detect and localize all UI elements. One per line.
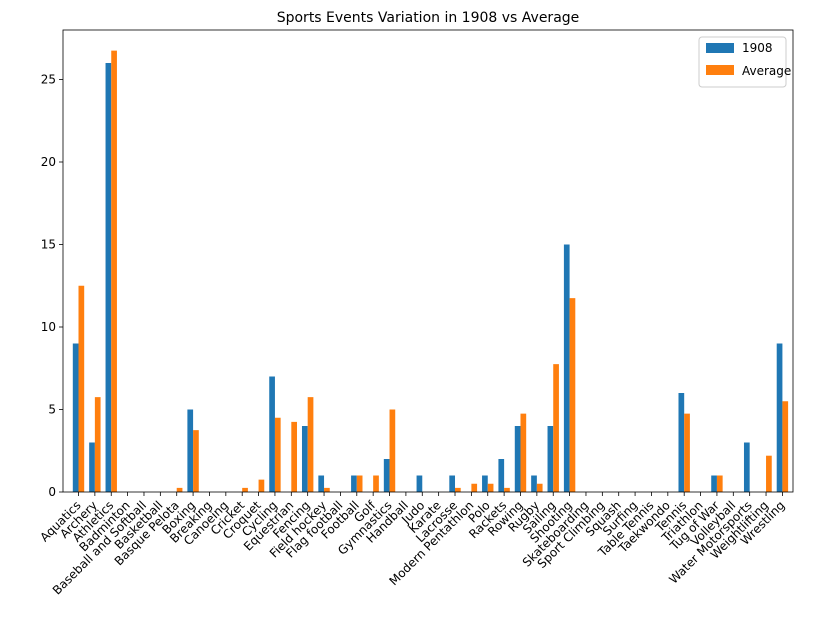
- bar-average-cycling: [274, 417, 281, 492]
- bar-average-football: [356, 475, 363, 492]
- x-axis-ticks: AquaticsArcheryAthleticsBadmintonBasebal…: [37, 492, 788, 597]
- bar-average-lacrosse: [455, 487, 461, 493]
- bar-average-archery: [94, 397, 101, 493]
- bar-1908-field-hockey: [318, 475, 325, 492]
- bar-1908-rowing: [514, 426, 521, 492]
- y-tick-label: 0: [48, 485, 56, 499]
- bar-average-shooting: [569, 298, 576, 493]
- bar-average-field-hockey: [324, 487, 330, 493]
- bar-1908-cycling: [269, 376, 275, 492]
- bar-average-gymnastics: [389, 409, 396, 492]
- bar-1908-judo: [416, 475, 423, 492]
- bar-average-basque-pelota: [176, 487, 183, 493]
- y-axis-ticks: 0 5 10 15 20 25: [41, 73, 63, 499]
- bar-1908-tennis: [678, 393, 685, 492]
- bar-average-golf: [373, 475, 379, 492]
- bar-average-croquet: [258, 479, 265, 493]
- bar-1908-wrestling: [776, 343, 783, 492]
- legend-swatch-average: [706, 65, 734, 75]
- bar-1908-rackets: [498, 459, 505, 492]
- bar-1908-boxing: [187, 409, 194, 492]
- legend: 1908 Average: [698, 36, 791, 88]
- bar-1908-water-motorsports: [743, 442, 750, 492]
- bar-1908-football: [351, 475, 357, 492]
- bar-1908-fencing: [301, 426, 308, 492]
- bar-average-aquatics: [78, 285, 85, 492]
- y-tick-label: 25: [41, 73, 56, 87]
- bar-average-rugby: [536, 483, 543, 492]
- bar-1908-athletics: [105, 63, 112, 492]
- bar-1908-gymnastics: [383, 459, 390, 492]
- bar-1908-polo: [482, 475, 488, 492]
- y-tick-label: 5: [48, 403, 56, 417]
- bar-average-tug-of-war: [716, 475, 723, 492]
- bar-1908-sailing: [547, 426, 554, 492]
- bar-average-wrestling: [782, 401, 789, 492]
- bar-1908-rugby: [531, 475, 537, 492]
- bar-average-cricket: [242, 487, 248, 493]
- bar-average-fencing: [307, 397, 314, 493]
- legend-label-1908: 1908: [742, 41, 773, 55]
- legend-label-average: Average: [742, 64, 791, 78]
- bars-group: [72, 50, 789, 493]
- bar-average-polo: [487, 483, 494, 492]
- bar-average-sailing: [553, 364, 559, 493]
- bar-average-rackets: [504, 487, 510, 493]
- chart-title: Sports Events Variation in 1908 vs Avera…: [277, 10, 580, 26]
- plot-area-frame: [62, 29, 794, 493]
- bar-average-athletics: [111, 50, 117, 493]
- bar-average-modern-pentathlon: [471, 483, 478, 492]
- legend-swatch-1908: [706, 43, 734, 53]
- bar-1908-lacrosse: [449, 475, 456, 492]
- bar-1908-archery: [89, 442, 95, 492]
- bar-average-rowing: [520, 413, 527, 493]
- bar-1908-shooting: [563, 244, 570, 492]
- y-tick-label: 20: [41, 155, 56, 169]
- bar-1908-tug-of-war: [711, 475, 717, 492]
- bar-average-weightlifting: [766, 455, 772, 492]
- y-tick-label: 15: [41, 238, 56, 252]
- y-tick-label: 10: [41, 320, 56, 334]
- bar-1908-aquatics: [72, 343, 79, 492]
- bar-average-tennis: [684, 413, 690, 493]
- bar-average-boxing: [193, 430, 199, 493]
- bar-average-equestrian: [291, 421, 298, 493]
